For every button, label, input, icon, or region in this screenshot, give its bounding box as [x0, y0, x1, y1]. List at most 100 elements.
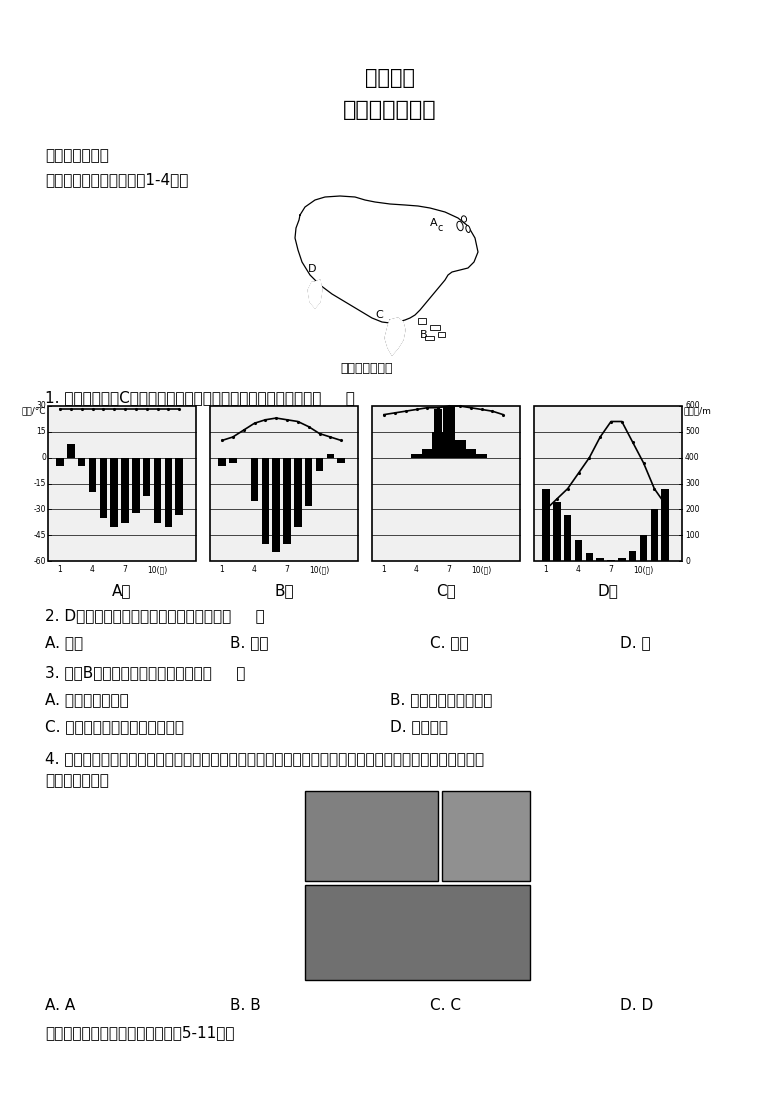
Text: C．: C． — [436, 583, 456, 598]
Text: 降水量/m: 降水量/m — [684, 406, 712, 415]
Text: 1: 1 — [381, 565, 386, 574]
Text: 1: 1 — [58, 565, 62, 574]
Bar — [586, 554, 593, 561]
Text: D: D — [308, 264, 317, 274]
Text: 7: 7 — [447, 565, 452, 574]
Text: 600: 600 — [685, 401, 700, 410]
Text: B: B — [420, 330, 427, 340]
Bar — [132, 458, 140, 513]
Bar — [442, 791, 530, 881]
Text: 2. D地区港口运出的货物，最常见的是：（     ）: 2. D地区港口运出的货物，最常见的是：（ ） — [45, 608, 264, 623]
Bar — [210, 406, 358, 561]
Bar — [564, 514, 572, 561]
Bar — [305, 791, 438, 881]
Bar — [534, 406, 682, 561]
Text: 10(月): 10(月) — [310, 565, 330, 574]
Polygon shape — [295, 196, 478, 323]
Ellipse shape — [466, 225, 470, 233]
Bar — [424, 449, 431, 458]
Bar — [121, 458, 129, 523]
Text: A. 小麦: A. 小麦 — [45, 635, 83, 650]
Text: 100: 100 — [685, 531, 700, 539]
Bar — [316, 458, 323, 471]
Text: 7: 7 — [285, 565, 289, 574]
Text: 15: 15 — [37, 427, 46, 437]
Bar — [229, 458, 236, 463]
Text: -60: -60 — [34, 557, 46, 566]
Polygon shape — [418, 318, 426, 324]
Bar — [434, 409, 442, 458]
Bar — [575, 540, 583, 561]
Bar — [432, 432, 444, 458]
Text: 7: 7 — [122, 565, 127, 574]
Bar — [78, 458, 86, 467]
Bar — [111, 458, 118, 526]
Text: c: c — [438, 223, 443, 233]
Text: 7: 7 — [608, 565, 613, 574]
Text: 300: 300 — [685, 479, 700, 488]
Bar — [618, 558, 626, 561]
Bar — [607, 559, 615, 561]
Text: 500: 500 — [685, 427, 700, 437]
Text: 一、单项选择题: 一、单项选择题 — [45, 148, 109, 163]
Text: 亚洲区域示意图: 亚洲区域示意图 — [340, 362, 392, 375]
Bar — [67, 443, 75, 458]
Text: D. 煤: D. 煤 — [620, 635, 651, 650]
Text: -45: -45 — [34, 531, 46, 539]
Bar — [143, 458, 151, 495]
Text: 10(月): 10(月) — [147, 565, 168, 574]
Text: 读亚洲区域示意图，回答1-4题。: 读亚洲区域示意图，回答1-4题。 — [45, 172, 189, 188]
Bar — [476, 454, 488, 458]
Text: -30: -30 — [34, 505, 46, 514]
Bar — [411, 454, 422, 458]
Text: 图中哪个地区？: 图中哪个地区？ — [45, 773, 109, 788]
Text: 0: 0 — [685, 557, 690, 566]
Text: D．: D． — [597, 583, 619, 598]
Text: 4: 4 — [90, 565, 95, 574]
Bar — [56, 458, 64, 467]
Text: -15: -15 — [34, 479, 46, 488]
Bar — [553, 502, 561, 561]
Bar — [651, 510, 658, 561]
Text: 10(月): 10(月) — [633, 565, 654, 574]
Text: 1: 1 — [544, 565, 548, 574]
Bar — [597, 558, 604, 561]
Text: 3. 关于B区域的说法，不正确的是：（     ）: 3. 关于B区域的说法，不正确的是：（ ） — [45, 665, 246, 681]
Bar — [422, 449, 433, 458]
Text: B. 主要粮食作物是水稻: B. 主要粮食作物是水稻 — [390, 692, 492, 707]
Text: 0: 0 — [41, 453, 46, 462]
Text: 1: 1 — [220, 565, 225, 574]
Bar — [542, 489, 550, 561]
Text: B. B: B. B — [230, 998, 261, 1013]
Bar — [261, 458, 269, 544]
Bar — [100, 458, 107, 518]
Text: 4: 4 — [252, 565, 257, 574]
Bar — [272, 458, 280, 553]
Text: 4: 4 — [576, 565, 581, 574]
Polygon shape — [438, 332, 445, 338]
Bar — [372, 406, 520, 561]
Ellipse shape — [462, 216, 466, 222]
Text: 400: 400 — [685, 453, 700, 462]
Polygon shape — [430, 325, 440, 330]
Text: 阶段检测练习题: 阶段检测练习题 — [343, 100, 437, 120]
Text: 初一地理: 初一地理 — [365, 68, 415, 88]
Text: C: C — [375, 310, 383, 320]
Text: 200: 200 — [685, 505, 700, 514]
Text: B．: B． — [275, 583, 294, 598]
Text: D. D: D. D — [620, 998, 654, 1013]
Bar — [154, 458, 161, 523]
Bar — [661, 489, 669, 561]
Polygon shape — [308, 280, 322, 308]
Text: B. 石油: B. 石油 — [230, 635, 268, 650]
Bar — [305, 458, 313, 506]
Text: C. 大米: C. 大米 — [430, 635, 469, 650]
Text: C. C: C. C — [430, 998, 461, 1013]
Text: 4: 4 — [414, 565, 419, 574]
Bar — [176, 458, 183, 514]
Text: A. 以热带气候为主: A. 以热带气候为主 — [45, 692, 129, 707]
Ellipse shape — [457, 222, 463, 231]
Text: 10(月): 10(月) — [471, 565, 491, 574]
Text: C. 是世界重要热带经济作物产区: C. 是世界重要热带经济作物产区 — [45, 719, 184, 733]
Bar — [89, 458, 96, 492]
